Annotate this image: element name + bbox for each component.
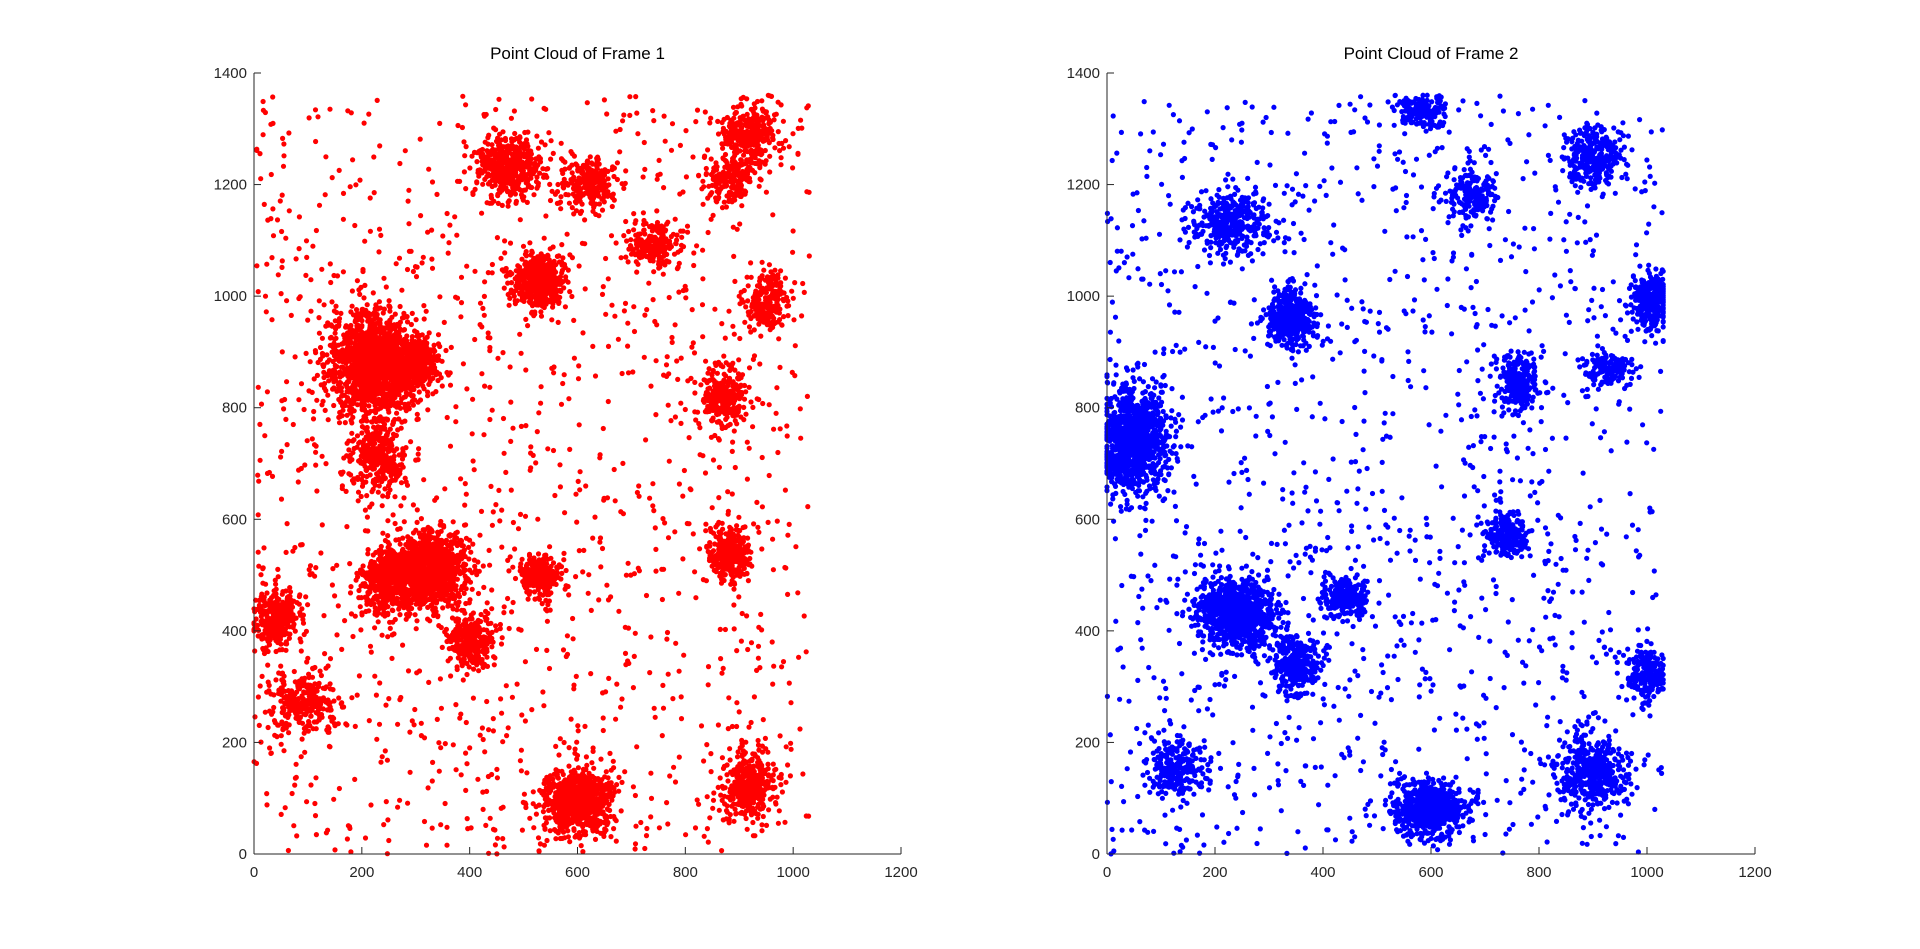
y-tick-label: 1200 [214,177,247,194]
scatter-point-series [1104,92,1666,857]
x-tick-label: 1000 [776,864,809,881]
y-tick-label: 1000 [1067,288,1100,305]
x-tick-label: 1200 [884,864,917,881]
axes: 0 200 400 600 800 1000 1200 0 200 400 600 800 1000 12… [1067,65,1772,881]
y-tick-label: 400 [1075,623,1100,640]
point-cloud-points [1104,92,1666,857]
y-tick-label: 1400 [1067,65,1100,82]
x-tick-label: 1000 [1630,864,1663,881]
y-tick-label: 1000 [214,288,247,305]
scatter-chart-frame-2: Point Cloud of Frame 2 0 200 400 600 800 1000… [1067,44,1772,881]
x-tick-label: 600 [565,864,590,881]
y-tick-label: 600 [222,511,247,528]
y-tick-label: 800 [222,400,247,417]
x-tick-label: 0 [250,864,258,881]
x-tick-label: 600 [1418,864,1443,881]
y-tick-label: 0 [239,846,247,863]
y-tick-label: 200 [1075,734,1100,751]
scatter-chart-frame-1: Point Cloud of Frame 1 0 200 400 600 800 1000… [214,44,918,881]
y-tick-label: 0 [1092,846,1100,863]
point-cloud-points [251,92,812,857]
scatter-point-series [251,92,812,857]
x-tick-label: 200 [349,864,374,881]
axes: 0 200 400 600 800 1000 1200 0 200 400 600 800 1000 12… [214,65,918,881]
x-tick-label: 800 [673,864,698,881]
x-tick-label: 400 [1310,864,1335,881]
chart-title: Point Cloud of Frame 2 [1344,44,1519,63]
x-tick-label: 1200 [1738,864,1771,881]
x-tick-label: 400 [457,864,482,881]
x-tick-label: 200 [1202,864,1227,881]
y-tick-label: 600 [1075,511,1100,528]
chart-title: Point Cloud of Frame 1 [490,44,665,63]
x-tick-label: 800 [1526,864,1551,881]
y-tick-label: 1200 [1067,177,1100,194]
y-tick-label: 800 [1075,400,1100,417]
x-tick-label: 0 [1103,864,1111,881]
y-tick-label: 200 [222,734,247,751]
y-tick-label: 400 [222,623,247,640]
y-tick-label: 1400 [214,65,247,82]
